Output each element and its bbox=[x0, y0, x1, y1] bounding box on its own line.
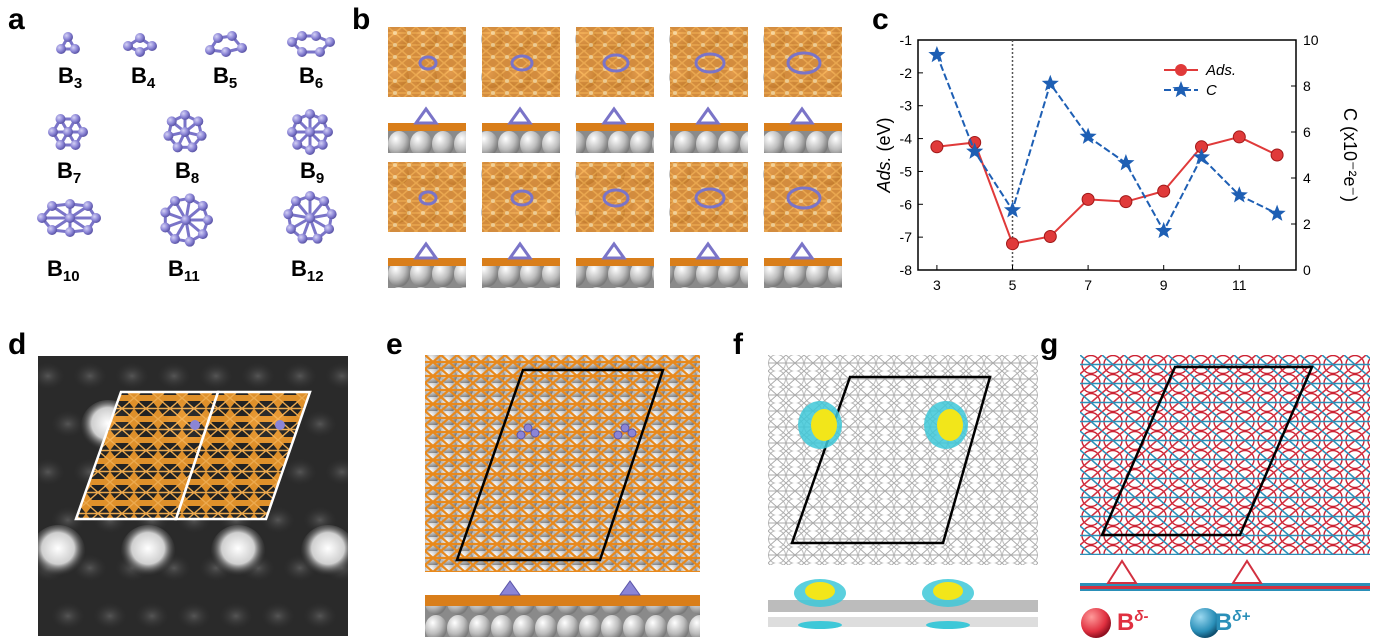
cluster-label-b8: B8 bbox=[175, 158, 200, 187]
x-tick-label: 7 bbox=[1084, 277, 1092, 293]
cluster-b10 bbox=[37, 199, 101, 237]
ads-point bbox=[1157, 184, 1171, 198]
cluster-label-b6: B6 bbox=[299, 63, 324, 92]
cluster-label-b3: B3 bbox=[58, 63, 83, 92]
adsorption-tile-b9 bbox=[481, 162, 560, 288]
ads-point bbox=[930, 140, 944, 154]
x-tick-label: 11 bbox=[1232, 277, 1247, 293]
adsorption-tile-b5 bbox=[575, 27, 654, 153]
adsorption-tile-b7 bbox=[763, 27, 842, 153]
panel-label-b: b bbox=[352, 3, 371, 36]
ads-point bbox=[1081, 192, 1095, 206]
adsorption-charge-chart: 3 5 7 9 11 -1 -2 -3 -4 -5 -6 -7 -8 0 2 4 6 8 10 Ads. (eV) C … bbox=[876, 32, 1360, 293]
legend-b-negative: Bδ- bbox=[1117, 608, 1149, 636]
y-left-tick-label: -3 bbox=[900, 98, 913, 114]
ads-point bbox=[1043, 229, 1057, 243]
adsorption-configurations-grid bbox=[388, 27, 842, 288]
charge-point bbox=[1155, 221, 1173, 239]
bader-charge-map bbox=[1080, 355, 1370, 591]
charge-point bbox=[1003, 201, 1022, 218]
y-right-tick-label: 4 bbox=[1303, 170, 1311, 186]
y-right-tick-label: 6 bbox=[1303, 124, 1311, 140]
legend-ads-marker bbox=[1175, 64, 1187, 76]
y-right-tick-label: 2 bbox=[1303, 216, 1311, 232]
charge-point bbox=[1041, 74, 1059, 91]
adsorption-tile-b8 bbox=[388, 162, 466, 288]
cluster-label-b9: B9 bbox=[300, 158, 325, 187]
legend-charge-marker bbox=[1172, 81, 1190, 98]
charge-point bbox=[1230, 186, 1248, 203]
cluster-b3 bbox=[56, 32, 80, 54]
y-left-tick-label: -5 bbox=[900, 163, 913, 179]
series-line-charge bbox=[935, 54, 1278, 234]
cluster-b7 bbox=[48, 114, 88, 150]
plot-frame bbox=[917, 39, 1297, 271]
charge-point bbox=[1192, 148, 1211, 165]
charge-point bbox=[1268, 204, 1286, 221]
cluster-b5 bbox=[205, 31, 247, 57]
cluster-label-b5: B5 bbox=[213, 63, 238, 92]
adsorption-tile-b10 bbox=[575, 162, 654, 288]
y-left-tick-label: -1 bbox=[900, 32, 913, 48]
panel-label-g: g bbox=[1040, 328, 1059, 361]
y-left-tick-label: -7 bbox=[900, 229, 913, 245]
y-left-tick-label: -8 bbox=[900, 262, 913, 278]
charge-point bbox=[1079, 127, 1097, 144]
legend-ads-label: Ads. bbox=[1205, 62, 1236, 79]
adsorption-tile-b11 bbox=[669, 162, 748, 288]
y-right-tick-label: 10 bbox=[1303, 32, 1319, 48]
y-left-axis-label: Ads. (eV) bbox=[876, 117, 894, 193]
stm-bright-spot bbox=[301, 525, 348, 577]
panel-label-f: f bbox=[733, 328, 743, 361]
cluster-label-b7: B7 bbox=[57, 158, 82, 187]
panel-label-d: d bbox=[8, 328, 27, 361]
charge-point bbox=[928, 45, 946, 63]
x-tick-label: 9 bbox=[1160, 277, 1168, 293]
adsorption-tile-b4 bbox=[481, 27, 560, 153]
cluster-b6 bbox=[287, 31, 335, 57]
charge-density-difference bbox=[768, 355, 1038, 629]
y-right-tick-label: 0 bbox=[1303, 262, 1311, 278]
cluster-b9 bbox=[287, 109, 333, 155]
ads-point bbox=[1006, 237, 1019, 251]
cluster-b11 bbox=[160, 193, 213, 247]
legend-b-positive: Bδ+ bbox=[1215, 608, 1251, 636]
stm-bright-spot bbox=[38, 525, 85, 577]
y-right-axis-label: C (x10⁻²e⁻) bbox=[1340, 108, 1360, 202]
series-line-ads bbox=[936, 135, 1278, 245]
x-tick-label: 3 bbox=[933, 277, 941, 293]
legend-charge-label: C bbox=[1206, 82, 1217, 99]
stm-bright-spot bbox=[211, 525, 265, 577]
cluster-label-b10: B10 bbox=[47, 256, 80, 285]
panel-label-c: c bbox=[872, 3, 889, 36]
ads-point bbox=[1270, 148, 1284, 162]
y-left-tick-label: -4 bbox=[900, 131, 913, 147]
stm-bright-spot bbox=[121, 525, 175, 577]
charge-point bbox=[966, 142, 984, 159]
charge-legend-spheres bbox=[1081, 608, 1220, 638]
cluster-b4 bbox=[123, 33, 157, 57]
cluster-b8 bbox=[163, 110, 207, 153]
cluster-b12 bbox=[283, 191, 337, 244]
charge-point bbox=[1117, 154, 1135, 171]
panel-label-a: a bbox=[8, 3, 25, 36]
adsorption-tile-b3 bbox=[388, 27, 466, 153]
y-left-tick-label: -2 bbox=[900, 65, 913, 81]
adsorption-tile-b6 bbox=[669, 27, 748, 153]
ads-point bbox=[1119, 195, 1133, 209]
supercell-top-side-view bbox=[425, 355, 700, 637]
x-tick-label: 5 bbox=[1009, 277, 1017, 293]
y-right-tick-label: 8 bbox=[1303, 78, 1311, 94]
panel-label-e: e bbox=[386, 328, 403, 361]
cluster-structures bbox=[37, 31, 337, 247]
y-left-tick-label: -6 bbox=[900, 196, 913, 212]
ads-point bbox=[1232, 130, 1246, 144]
cluster-label-b12: B12 bbox=[291, 256, 324, 285]
cluster-label-b11: B11 bbox=[168, 256, 200, 285]
stm-image bbox=[38, 356, 348, 636]
cluster-label-b4: B4 bbox=[131, 63, 156, 92]
adsorption-tile-b12 bbox=[763, 162, 842, 288]
